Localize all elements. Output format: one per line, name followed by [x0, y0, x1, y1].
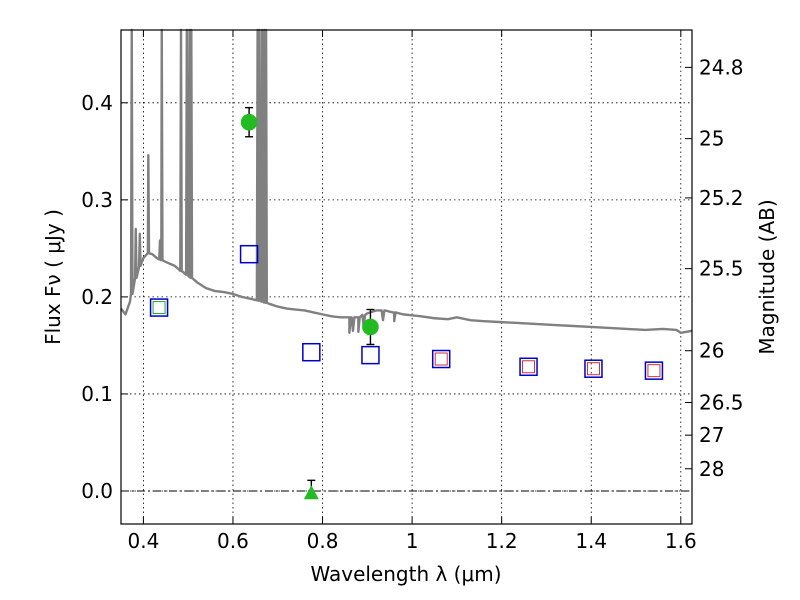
y-tick-label: 0.2	[81, 285, 113, 309]
y-tick-label: 0.1	[81, 382, 113, 406]
model-flux-square	[149, 298, 169, 317]
model-flux-square	[431, 349, 451, 369]
model-flux-square	[361, 345, 380, 365]
model-flux-square	[519, 357, 538, 377]
measured-flux-point	[240, 113, 258, 131]
right-axis-ticks: 24.8 25 25.2 25.5 26 26.5 27 28	[685, 55, 744, 481]
upper-limit-triangle	[303, 485, 319, 500]
y-tick-label: 0.4	[81, 91, 113, 115]
x-axis-label: Wavelength λ (μm)	[310, 562, 501, 586]
x-tick-label: 0.8	[307, 529, 339, 553]
x-axis-ticks: 0.4 0.6 0.8 1 1.2 1.4 1.6	[127, 30, 697, 553]
data-points	[149, 106, 664, 500]
right-tick-label: 27	[699, 423, 724, 447]
grid-lines	[121, 30, 692, 524]
x-tick-label: 0.6	[217, 529, 249, 553]
model-flux-square	[584, 359, 603, 378]
right-tick-label: 26	[699, 339, 724, 363]
inner-red-square	[434, 352, 448, 366]
measured-flux-point	[362, 318, 379, 336]
inner-red-square	[522, 360, 536, 374]
y-tick-label: 0.3	[81, 188, 113, 212]
x-tick-label: 1	[406, 529, 419, 553]
inner-red-square	[647, 364, 661, 378]
plot-frame	[120, 29, 693, 525]
right-tick-label: 25	[699, 127, 724, 151]
right-tick-label: 25.2	[699, 186, 744, 210]
x-tick-label: 1.2	[486, 529, 518, 553]
y-tick-label: 0.0	[81, 479, 113, 503]
y-axis-ticks: 0.0 0.1 0.2 0.3 0.4	[81, 91, 128, 503]
template-spectrum	[120, 28, 693, 335]
right-tick-label: 24.8	[699, 55, 744, 79]
y-axis-label: Flux Fν ( μJy )	[41, 209, 65, 345]
x-tick-label: 1.4	[575, 529, 607, 553]
model-flux-square	[644, 361, 664, 380]
x-tick-label: 1.6	[665, 529, 697, 553]
inner-red-square	[586, 362, 600, 376]
template-spectrum-line	[120, 28, 693, 335]
model-flux-square	[239, 244, 259, 264]
x-tick-label: 0.4	[127, 529, 159, 553]
model-flux-square	[302, 342, 321, 362]
right-tick-label: 25.5	[699, 257, 744, 281]
right-axis-label: Magnitude (AB)	[755, 199, 779, 354]
right-tick-label: 26.5	[699, 390, 744, 414]
right-tick-label: 28	[699, 457, 724, 481]
inner-green-square	[152, 301, 166, 315]
